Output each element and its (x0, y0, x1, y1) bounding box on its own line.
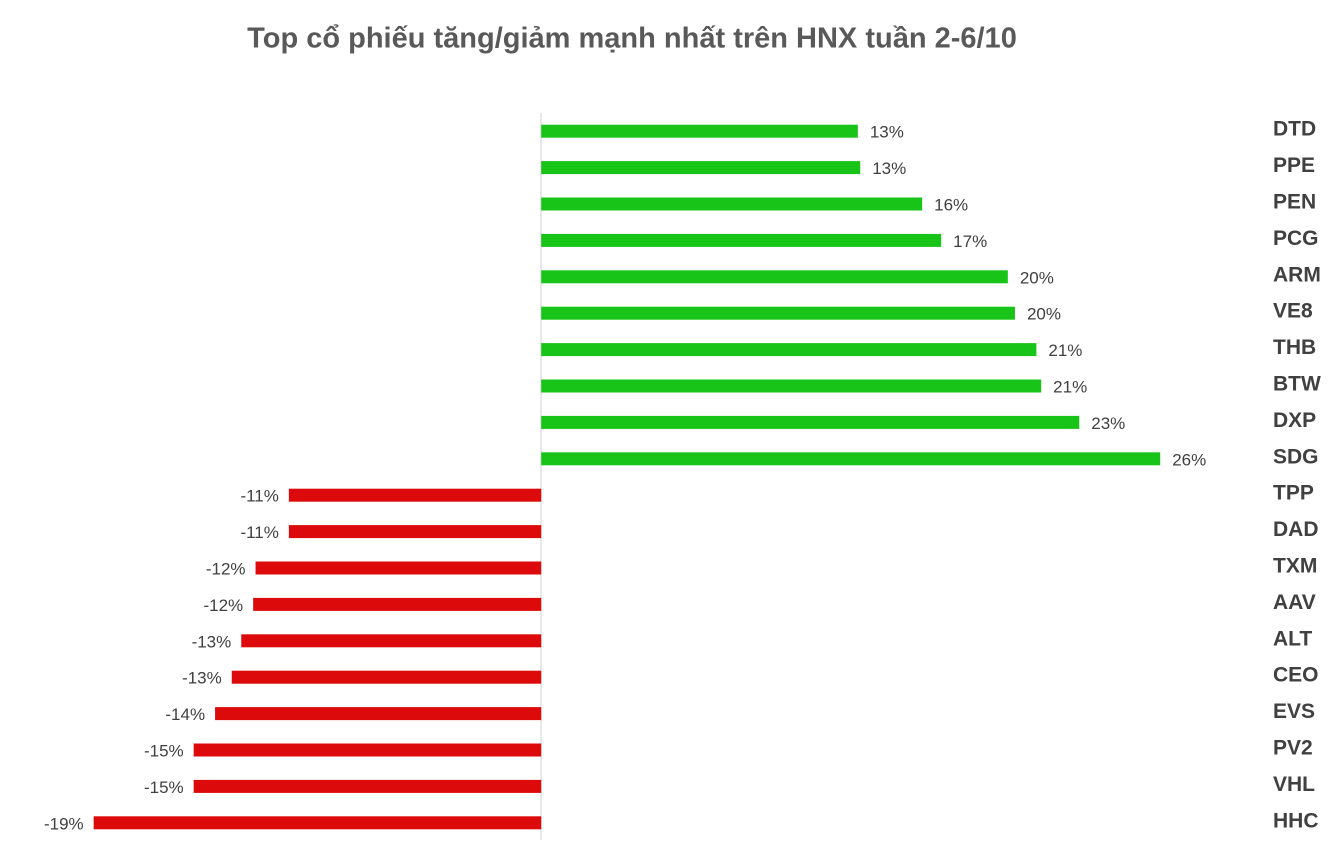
bar (541, 379, 1042, 393)
category-label: ALT (1273, 627, 1312, 650)
value-label: -19% (44, 814, 84, 833)
value-label: 21% (1048, 341, 1082, 360)
value-label: 23% (1091, 414, 1125, 433)
bar (288, 525, 542, 539)
bar (541, 343, 1037, 357)
value-label: -12% (203, 596, 243, 615)
category-label: DTD (1273, 118, 1316, 141)
bar (215, 707, 542, 721)
bar (288, 488, 542, 502)
bar (241, 634, 542, 648)
category-label: PEN (1273, 191, 1316, 214)
bar (541, 452, 1161, 466)
value-label: -11% (240, 487, 278, 506)
bar (541, 197, 923, 211)
category-label: HHC (1273, 809, 1319, 832)
value-label: 26% (1172, 450, 1206, 469)
value-label: 21% (1053, 377, 1087, 396)
value-label: 13% (872, 159, 906, 178)
value-label: -12% (206, 559, 246, 578)
category-label: TPP (1273, 482, 1314, 505)
value-label: 16% (934, 195, 968, 214)
category-label: TXM (1273, 555, 1317, 578)
category-label: VHL (1273, 773, 1315, 796)
value-label: -13% (182, 669, 222, 688)
bar (541, 233, 942, 247)
chart-title: Top cổ phiếu tăng/giảm mạnh nhất trên HN… (247, 23, 1017, 55)
bar (253, 597, 542, 611)
bar (193, 779, 542, 793)
category-label: EVS (1273, 700, 1315, 723)
category-label: VE8 (1273, 300, 1313, 323)
category-label: AAV (1273, 591, 1316, 614)
category-label: SDG (1273, 445, 1319, 468)
category-label: PPE (1273, 154, 1315, 177)
value-label: -11% (240, 523, 278, 542)
category-label: PCG (1273, 227, 1319, 250)
category-label: DXP (1273, 409, 1316, 432)
category-label: ARM (1273, 263, 1321, 286)
value-label: -15% (144, 778, 184, 797)
category-label: DAD (1273, 518, 1319, 541)
category-label: CEO (1273, 664, 1319, 687)
category-label: PV2 (1273, 737, 1313, 760)
value-label: 20% (1027, 305, 1061, 324)
value-label: 17% (953, 232, 987, 251)
value-label: 13% (870, 123, 904, 142)
value-label: -14% (165, 705, 205, 724)
value-label: -13% (192, 632, 232, 651)
bar (541, 306, 1015, 320)
category-label: THB (1273, 336, 1316, 359)
value-label: -15% (144, 741, 184, 760)
bar (541, 270, 1008, 284)
category-label: BTW (1273, 373, 1321, 396)
bar (193, 743, 542, 757)
value-label: 20% (1020, 268, 1054, 287)
bar (231, 670, 542, 684)
bar (93, 816, 542, 830)
bar (255, 561, 542, 575)
bar (541, 415, 1080, 429)
bar (541, 161, 861, 175)
bar (541, 124, 858, 138)
